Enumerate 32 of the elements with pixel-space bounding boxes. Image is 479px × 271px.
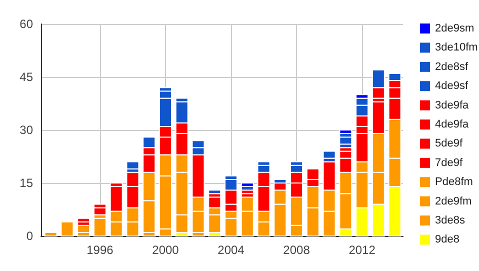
bar — [93, 218, 106, 236]
y-tick-label: 30 — [20, 123, 34, 137]
legend-label: 4de9fa — [435, 118, 470, 130]
bar — [44, 232, 58, 236]
bar — [208, 190, 222, 194]
legend-label: 9de8 — [435, 234, 460, 246]
legend-label: 2de9fm — [435, 195, 472, 208]
bar — [126, 161, 140, 170]
bar — [93, 207, 106, 216]
legend-label: 7de9f — [435, 156, 464, 169]
legend-label: 3de10fm — [435, 42, 478, 54]
legend-label: 5de9f — [435, 138, 464, 150]
bar — [60, 221, 74, 236]
bar — [240, 182, 254, 188]
y-tick-label: 60 — [20, 17, 34, 31]
bar — [77, 218, 90, 222]
x-tick-label: 2000 — [152, 243, 180, 257]
bar — [322, 150, 336, 159]
legend-label: 3de8s — [435, 214, 466, 226]
x-tick-label: 2008 — [283, 243, 310, 257]
legend-label: 4de9sf — [435, 80, 469, 92]
y-tick-label: 45 — [20, 70, 34, 84]
legend-label: Pde8fm — [435, 176, 473, 188]
x-tick-label: 1996 — [86, 243, 114, 257]
legend-label: 2de9sm — [435, 22, 474, 34]
bar — [339, 130, 352, 134]
y-tick-label: 15 — [20, 176, 34, 190]
y-tick-label: 0 — [26, 229, 34, 243]
legend-label: 3de9fa — [435, 99, 470, 112]
legend-label: 2de8sf — [435, 60, 469, 73]
x-tick-label: 2012 — [348, 243, 376, 257]
x-tick-label: 2004 — [218, 243, 245, 257]
